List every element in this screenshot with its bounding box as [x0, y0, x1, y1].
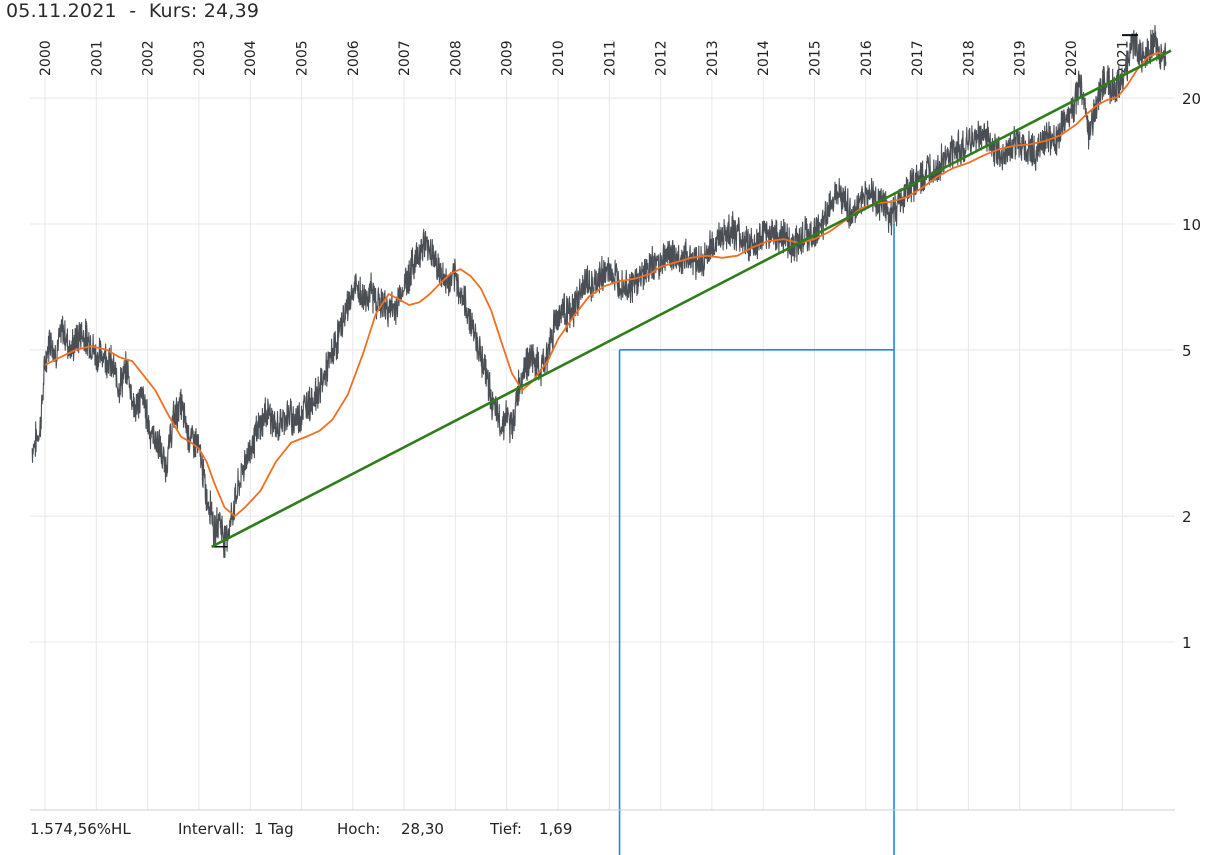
- ytick-label-20: 20: [1182, 90, 1201, 108]
- ytick-label-2: 2: [1182, 508, 1192, 526]
- y-axis-labels: 1 2 5 10 20: [1182, 90, 1201, 652]
- price-series-line: [31, 24, 1167, 559]
- year-label-2004: 2004: [243, 40, 259, 76]
- header-price-label: Kurs:: [148, 0, 198, 22]
- year-label-2010: 2010: [551, 40, 567, 76]
- trendline-layer: [211, 49, 1172, 548]
- year-label-2008: 2008: [448, 40, 464, 76]
- year-label-2003: 2003: [192, 40, 208, 76]
- footer-interval-label: Intervall:: [178, 820, 245, 838]
- year-label-2012: 2012: [654, 40, 670, 76]
- footer-performance: 1.574,56%HL: [30, 820, 131, 838]
- year-label-2009: 2009: [500, 40, 516, 76]
- year-label-2005: 2005: [295, 40, 311, 76]
- header-date: 05.11.2021: [6, 0, 117, 22]
- year-label-2014: 2014: [756, 40, 772, 76]
- ytick-label-5: 5: [1182, 342, 1192, 360]
- header-separator: -: [129, 0, 137, 22]
- year-label-2002: 2002: [141, 40, 157, 76]
- footer-interval-value: 1 Tag: [254, 820, 294, 838]
- footer: 1.574,56%HL Intervall: 1 Tag Hoch: 28,30…: [30, 820, 572, 838]
- year-label-2015: 2015: [808, 40, 824, 76]
- year-label-2013: 2013: [705, 40, 721, 76]
- series-layer: [31, 24, 1167, 559]
- footer-high-value: 28,30: [401, 820, 444, 838]
- header-price-value: 24,39: [203, 0, 260, 22]
- chart-header: 05.11.2021 - Kurs: 24,39: [6, 0, 259, 22]
- year-label-2017: 2017: [910, 40, 926, 76]
- ytick-label-10: 10: [1182, 216, 1201, 234]
- year-label-2006: 2006: [346, 40, 362, 76]
- footer-high-label: Hoch:: [337, 820, 380, 838]
- year-label-2001: 2001: [89, 40, 105, 76]
- year-label-2016: 2016: [859, 40, 875, 76]
- year-label-2011: 2011: [602, 40, 618, 76]
- year-label-2020: 2020: [1064, 40, 1080, 76]
- year-label-2007: 2007: [397, 40, 413, 76]
- projection-lines: [618, 224, 895, 855]
- footer-low-label: Tief:: [489, 820, 522, 838]
- year-labels: 2000 2001 2002 2003 2004 2005 2006 2007 2008 2009…: [38, 40, 1131, 76]
- trendline[interactable]: [211, 49, 1172, 548]
- grid-layer: [30, 76, 1175, 810]
- ytick-label-1: 1: [1182, 634, 1192, 652]
- year-label-2018: 2018: [961, 40, 977, 76]
- year-label-2019: 2019: [1013, 40, 1029, 76]
- footer-low-value: 1,69: [539, 820, 572, 838]
- year-label-2000: 2000: [38, 40, 54, 76]
- moving-average-line: [44, 51, 1167, 518]
